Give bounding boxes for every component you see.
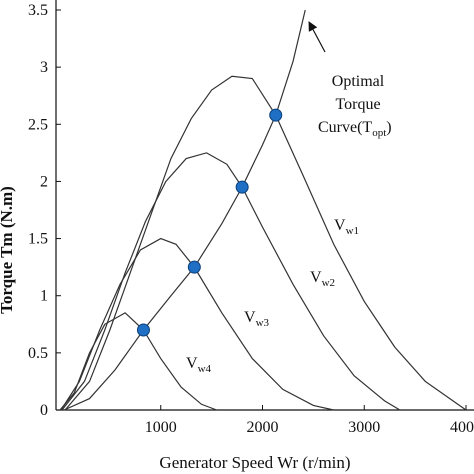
y-tick-label: 3.5 <box>28 2 48 19</box>
y-tick-label: 0 <box>40 402 48 419</box>
annotation-sub: opt <box>372 127 386 139</box>
annotation-text: V <box>310 269 322 286</box>
x-axis-label: Generator Speed Wr (r/min) <box>159 453 350 472</box>
annotation-text: V <box>244 309 256 326</box>
y-tick-label: 0.5 <box>28 345 48 362</box>
curve <box>61 152 401 411</box>
annotation: Vw3 <box>244 309 270 329</box>
x-tick-label: 3000 <box>348 419 380 436</box>
y-tick-label: 2.5 <box>28 116 48 133</box>
annotation-text: Curve(T <box>318 119 372 136</box>
operating-point <box>235 180 249 194</box>
annotation-sub: w1 <box>346 225 359 237</box>
annotation-text: V <box>186 355 198 372</box>
annotation: Vw1 <box>334 217 359 237</box>
y-tick-label: 3 <box>40 59 48 76</box>
operating-point <box>136 323 150 337</box>
operating-point <box>269 108 283 122</box>
annotation-sub: w3 <box>256 317 270 329</box>
curve <box>64 75 467 411</box>
annotation: Vw4 <box>186 355 212 375</box>
annotation-line: Torque <box>335 96 380 113</box>
x-tick-label: 1000 <box>145 419 177 436</box>
annotation-sub: w4 <box>198 363 212 375</box>
annotation-text: ) <box>386 119 391 136</box>
curve <box>63 9 306 411</box>
annotation-arrow <box>308 21 326 53</box>
y-tick-label: 2 <box>40 173 48 190</box>
x-tick-label: 2000 <box>247 419 279 436</box>
operating-point <box>187 260 201 274</box>
y-tick-label: 1.5 <box>28 231 48 248</box>
annotation-line: Optimal <box>332 73 385 90</box>
annotation: Curve(Topt) <box>318 119 392 139</box>
curve <box>59 312 217 411</box>
y-axis-label: Torque Tm (N.m) <box>0 186 16 314</box>
annotation-sub: w2 <box>322 277 335 289</box>
annotation: Vw2 <box>310 269 335 289</box>
y-tick-label: 1 <box>40 288 48 305</box>
curve <box>60 237 334 411</box>
annotation-text: V <box>334 217 346 234</box>
